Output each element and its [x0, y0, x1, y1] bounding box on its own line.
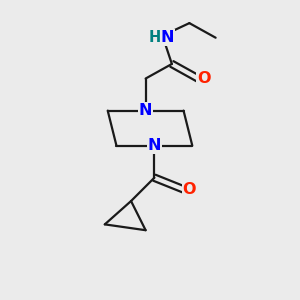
- Text: O: O: [197, 71, 211, 86]
- Text: N: N: [139, 103, 152, 118]
- Text: H: H: [148, 30, 160, 45]
- Text: O: O: [183, 182, 196, 197]
- Text: N: N: [148, 138, 161, 153]
- Text: N: N: [161, 30, 174, 45]
